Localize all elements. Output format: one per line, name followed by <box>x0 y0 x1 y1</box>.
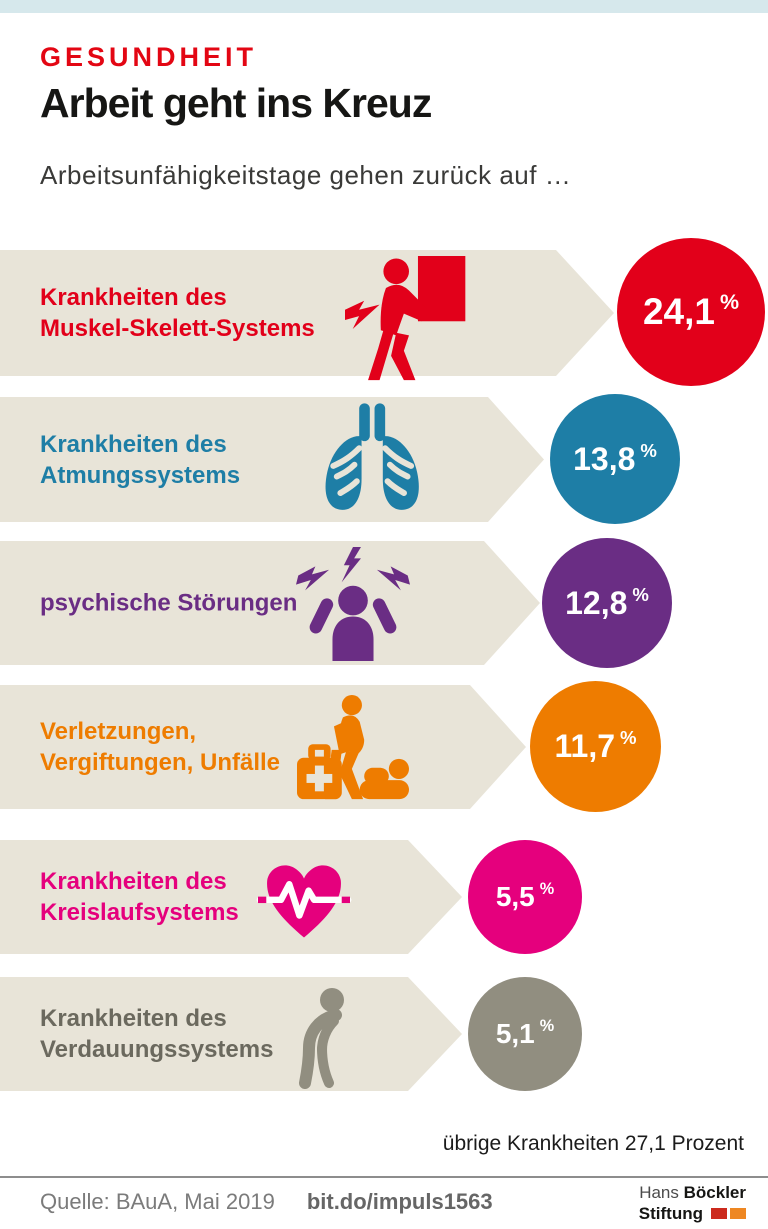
percent-value: 12,8 <box>565 584 628 621</box>
hunched-person-icon <box>276 985 376 1089</box>
percent-circle: 13,8% <box>550 394 680 524</box>
heartbeat-heart-icon <box>256 852 352 944</box>
remaining-diseases-note: übrige Krankheiten 27,1 Prozent <box>442 1132 744 1155</box>
percent-circle: 5,1% <box>468 977 582 1091</box>
stress-lightning-icon <box>296 547 410 661</box>
row-label: Verletzungen, Vergiftungen, Unfälle <box>40 718 281 776</box>
top-accent-bar <box>0 0 768 13</box>
source-text: Quelle: BAuA, Mai 2019 <box>40 1189 275 1214</box>
row-verdauungssystems: Krankheiten des Verdauungssystems 5,1% <box>0 977 768 1091</box>
arrow-tip <box>484 541 540 665</box>
carrying-box-icon <box>345 256 473 384</box>
arrow-tip <box>556 250 614 376</box>
footer-divider <box>0 1176 768 1178</box>
footer-source-block: Quelle: BAuA, Mai 2019 bit.do/impuls1563 <box>40 1189 493 1215</box>
logo-orange-square <box>730 1208 746 1219</box>
arrow-tip <box>470 685 526 809</box>
arrow-tip <box>408 977 462 1091</box>
first-aid-icon <box>296 695 410 807</box>
percent-value: 24,1 <box>642 291 715 332</box>
percent-circle: 11,7% <box>530 681 661 812</box>
row-label: Krankheiten des Verdauungssystems <box>40 1005 274 1063</box>
page-title: Arbeit geht ins Kreuz <box>40 80 432 126</box>
row-label: Krankheiten des Muskel-Skelett-Systems <box>40 284 315 342</box>
percent-value: 5,1 <box>495 1018 535 1049</box>
percent-circle: 24,1% <box>617 238 765 386</box>
percent-unit: % <box>640 439 657 461</box>
logo-line-1: Hans Böckler <box>639 1183 746 1202</box>
percent-circle: 5,5% <box>468 840 582 954</box>
arrow-band <box>0 541 484 665</box>
page-subtitle: Arbeitsunfähigkeitstage gehen zurück auf… <box>40 160 572 190</box>
row-verletzungen-vergiftungen-unfaelle: Verletzungen, Vergiftungen, Unfälle 11,7… <box>0 681 768 812</box>
arrow-tip <box>488 397 544 522</box>
row-kreislaufsystems: Krankheiten des Kreislaufsystems 5,5% <box>0 840 768 954</box>
percent-value: 11,7 <box>554 728 615 764</box>
row-muskel-skelett-systems: Krankheiten des Muskel-Skelett-Systems 2… <box>0 238 768 386</box>
arrow-tip <box>408 840 462 954</box>
source-link[interactable]: bit.do/impuls1563 <box>306 1189 493 1214</box>
percent-value: 13,8 <box>573 440 636 477</box>
row-label: Krankheiten des Kreislaufsystems <box>40 868 239 926</box>
percent-unit: % <box>539 1017 555 1036</box>
logo-line-2: Stiftung <box>639 1203 746 1224</box>
row-atmungssystems: Krankheiten des Atmungssystems 13,8% <box>0 394 768 524</box>
row-label: psychische Störungen <box>40 589 298 617</box>
percent-circle: 12,8% <box>542 538 672 668</box>
row-psychische-stoerungen: psychische Störungen 12,8% <box>0 538 768 668</box>
percent-unit: % <box>620 727 637 749</box>
hans-boeckler-stiftung-logo: Hans Böckler Stiftung <box>639 1182 746 1224</box>
percent-unit: % <box>539 880 555 899</box>
category-kicker: GESUNDHEIT <box>40 42 258 72</box>
row-label: Krankheiten des Atmungssystems <box>40 430 241 489</box>
percent-value: 5,5 <box>495 881 535 912</box>
logo-red-square <box>711 1208 727 1219</box>
percent-unit: % <box>719 289 740 314</box>
percent-unit: % <box>632 583 649 605</box>
lungs-icon <box>312 401 430 519</box>
